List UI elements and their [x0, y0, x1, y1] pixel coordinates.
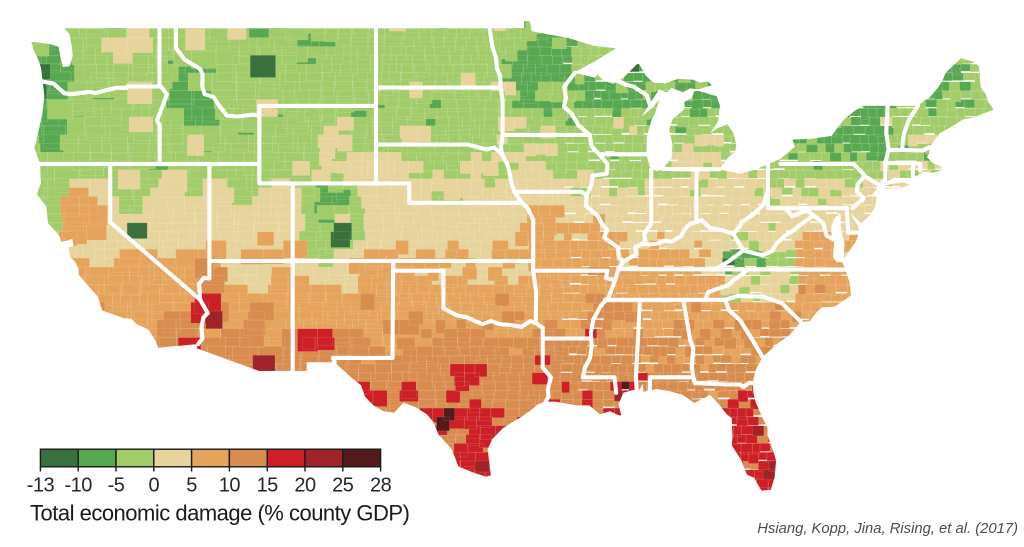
svg-text:Hsiang, Kopp, Jina, Rising, et: Hsiang, Kopp, Jina, Rising, et al. (2017… — [757, 521, 1018, 537]
svg-text:15: 15 — [257, 475, 279, 497]
svg-text:-10: -10 — [64, 475, 92, 497]
svg-text:5: 5 — [186, 475, 197, 497]
svg-text:Total economic damage (% count: Total economic damage (% county GDP) — [30, 501, 409, 526]
svg-text:-13: -13 — [27, 475, 55, 497]
svg-text:20: 20 — [294, 475, 316, 497]
svg-text:0: 0 — [148, 475, 159, 497]
svg-text:-5: -5 — [108, 475, 125, 497]
svg-text:28: 28 — [370, 475, 392, 497]
svg-text:10: 10 — [219, 475, 241, 497]
svg-text:25: 25 — [332, 475, 354, 497]
